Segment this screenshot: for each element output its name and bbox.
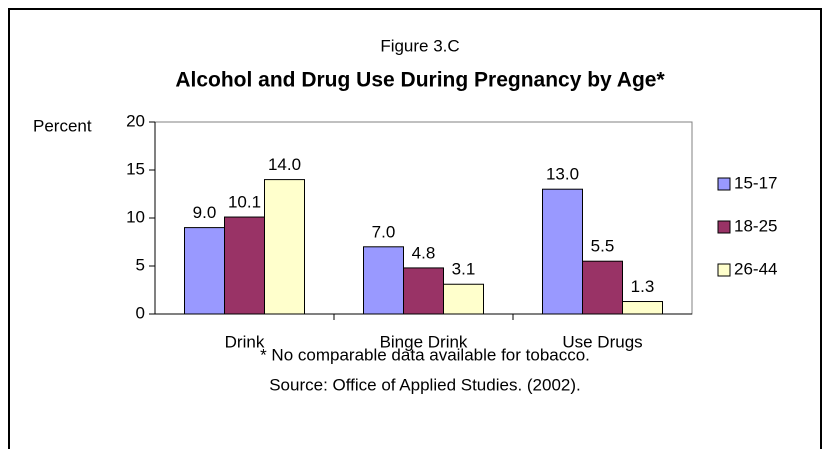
- bar: [224, 216, 265, 315]
- bar: [184, 227, 225, 315]
- y-tick-label: 15: [126, 159, 145, 178]
- bar: [622, 301, 663, 315]
- value-label: 1.3: [631, 277, 655, 296]
- value-label: 3.1: [452, 260, 476, 279]
- bar: [363, 246, 404, 315]
- legend-label: 15-17: [734, 173, 777, 192]
- x-tick-label: Use Drugs: [562, 332, 642, 351]
- note: * No comparable data available for tobac…: [260, 345, 590, 364]
- x-tick-label: Drink: [225, 332, 265, 351]
- y-tick-label: 10: [126, 207, 145, 226]
- y-axis-label: Percent: [33, 116, 92, 135]
- y-tick-label: 20: [126, 111, 145, 130]
- bar: [403, 267, 444, 315]
- note: Source: Office of Applied Studies. (2002…: [269, 375, 581, 394]
- figure-label: Figure 3.C: [380, 36, 459, 55]
- bar: [582, 260, 623, 315]
- bar: [542, 188, 583, 315]
- y-tick-label: 0: [136, 303, 145, 322]
- value-label: 14.0: [268, 155, 301, 174]
- legend-swatch: [717, 263, 731, 277]
- value-label: 4.8: [412, 243, 436, 262]
- legend-label: 18-25: [734, 216, 777, 235]
- value-label: 5.5: [591, 237, 615, 256]
- x-tick-label: Binge Drink: [380, 332, 468, 351]
- chart-title: Alcohol and Drug Use During Pregnancy by…: [175, 69, 665, 92]
- y-tick-label: 5: [136, 255, 145, 274]
- bar: [264, 179, 305, 315]
- legend-label: 26-44: [734, 259, 777, 278]
- value-label: 7.0: [372, 222, 396, 241]
- bar: [443, 283, 484, 315]
- value-label: 13.0: [546, 165, 579, 184]
- value-label: 10.1: [228, 193, 261, 212]
- legend-swatch: [717, 177, 731, 191]
- legend-swatch: [717, 220, 731, 234]
- value-label: 9.0: [193, 203, 217, 222]
